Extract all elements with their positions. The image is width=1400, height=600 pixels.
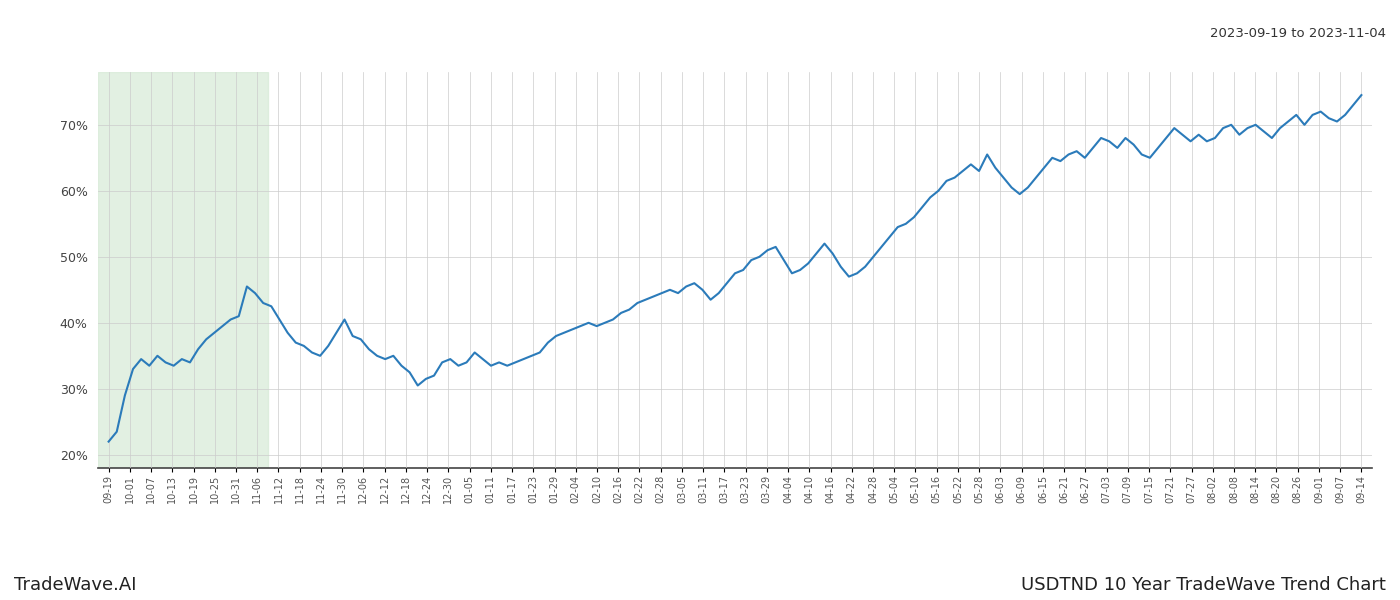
Bar bbox=[98, 72, 267, 468]
Text: TradeWave.AI: TradeWave.AI bbox=[14, 576, 137, 594]
Text: 2023-09-19 to 2023-11-04: 2023-09-19 to 2023-11-04 bbox=[1210, 27, 1386, 40]
Text: USDTND 10 Year TradeWave Trend Chart: USDTND 10 Year TradeWave Trend Chart bbox=[1021, 576, 1386, 594]
